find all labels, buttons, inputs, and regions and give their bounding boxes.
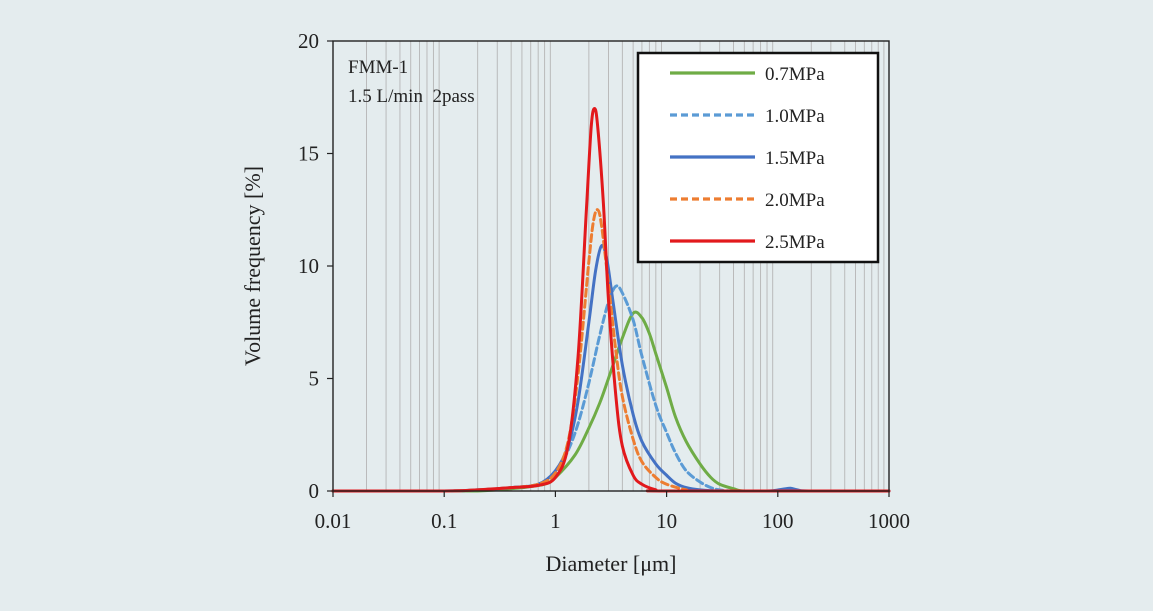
y-axis-title: Volume frequency [%] <box>240 166 265 366</box>
x-tick-label: 100 <box>762 509 794 533</box>
legend-label-1.0MPa: 1.0MPa <box>765 106 825 127</box>
x-tick-label: 0.1 <box>431 509 457 533</box>
series-line-2.5MPa <box>331 107 891 493</box>
legend: 0.7MPa 1.0MPa 1.5MPa 2.0MPa 2.5MPa <box>636 51 880 264</box>
y-tick-label: 20 <box>298 29 319 53</box>
x-tick-label: 1000 <box>868 509 910 533</box>
y-tick-label: 0 <box>309 479 320 503</box>
legend-label-2.5MPa: 2.5MPa <box>765 232 825 253</box>
grid-lines <box>366 41 885 491</box>
y-tick-label: 15 <box>298 142 319 166</box>
annotation-box: FMM-1 1.5 L/min 2pass <box>348 57 475 107</box>
annotation-condition: 1.5 L/min 2pass <box>348 86 475 107</box>
legend-label-2.0MPa: 2.0MPa <box>765 190 825 211</box>
y-tick-label: 10 <box>298 254 319 278</box>
series-layer <box>331 107 891 493</box>
x-tick-label: 0.01 <box>315 509 352 533</box>
axes: 0.01 0.1 1 10 100 1000 0 5 10 15 20 <box>298 29 910 533</box>
x-axis-title: Diameter [μm] <box>546 551 677 576</box>
legend-label-0.7MPa: 0.7MPa <box>765 64 825 85</box>
legend-label-1.5MPa: 1.5MPa <box>765 148 825 169</box>
y-tick-label: 5 <box>309 367 320 391</box>
annotation-sample: FMM-1 <box>348 57 408 78</box>
x-tick-label: 10 <box>656 509 677 533</box>
x-tick-label: 1 <box>550 509 561 533</box>
